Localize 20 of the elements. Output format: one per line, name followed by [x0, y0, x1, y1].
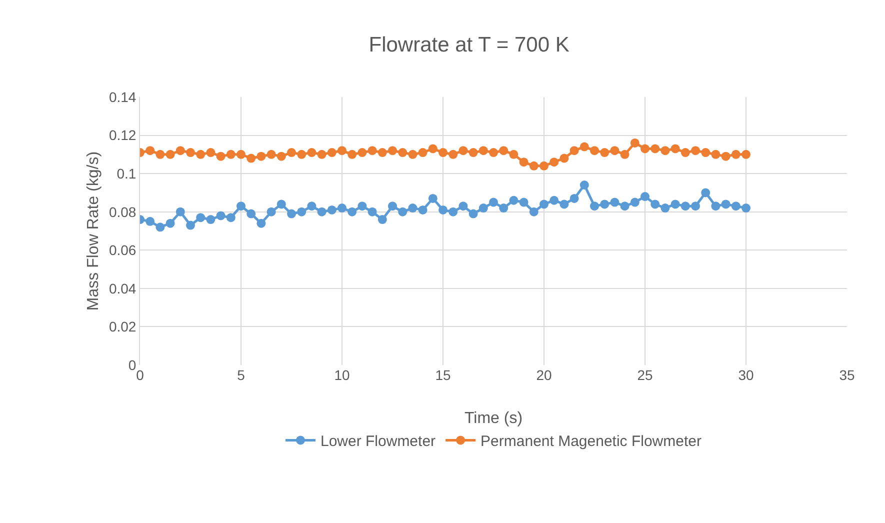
y-tick-label: 0.08: [108, 204, 136, 220]
y-axis-title: Mass Flow Rate (kg/s): [85, 151, 102, 311]
x-tick-label: 5: [237, 367, 246, 383]
chart-title: Flowrate at T = 700 K: [368, 33, 570, 56]
y-tick-label: 0: [128, 356, 136, 373]
x-tick-label: 25: [637, 367, 653, 383]
x-tick-label: 15: [435, 367, 451, 383]
x-axis-title: Time (s): [464, 410, 523, 427]
x-tick-label: 10: [334, 367, 350, 383]
y-tick-label: 0.1: [116, 165, 136, 182]
y-tick-label: 0.04: [108, 280, 136, 296]
y-tick-label: 0.06: [108, 242, 136, 258]
y-tick-label: 0.14: [108, 88, 136, 105]
y-tick-label: 0.02: [108, 318, 136, 335]
y-tick-label: 0.12: [108, 127, 136, 144]
x-tick-label: 35: [839, 367, 855, 383]
legend-label: Permanent Magenetic Flowmeter: [480, 433, 702, 450]
x-tick-label: 30: [738, 367, 754, 383]
legend-label: Lower Flowmeter: [320, 433, 436, 450]
x-tick-label: 20: [536, 367, 552, 383]
